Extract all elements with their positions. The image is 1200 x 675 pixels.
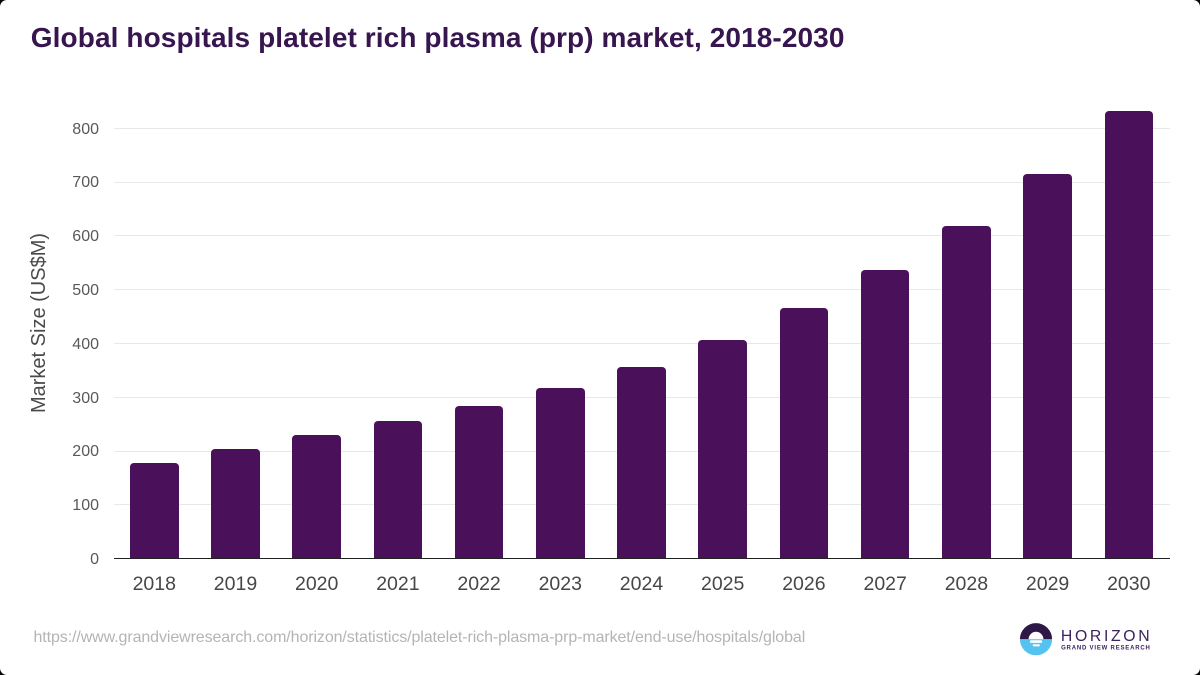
svg-text:HORIZON: HORIZON (1061, 628, 1152, 645)
svg-text:GRAND VIEW RESEARCH: GRAND VIEW RESEARCH (1061, 646, 1151, 652)
